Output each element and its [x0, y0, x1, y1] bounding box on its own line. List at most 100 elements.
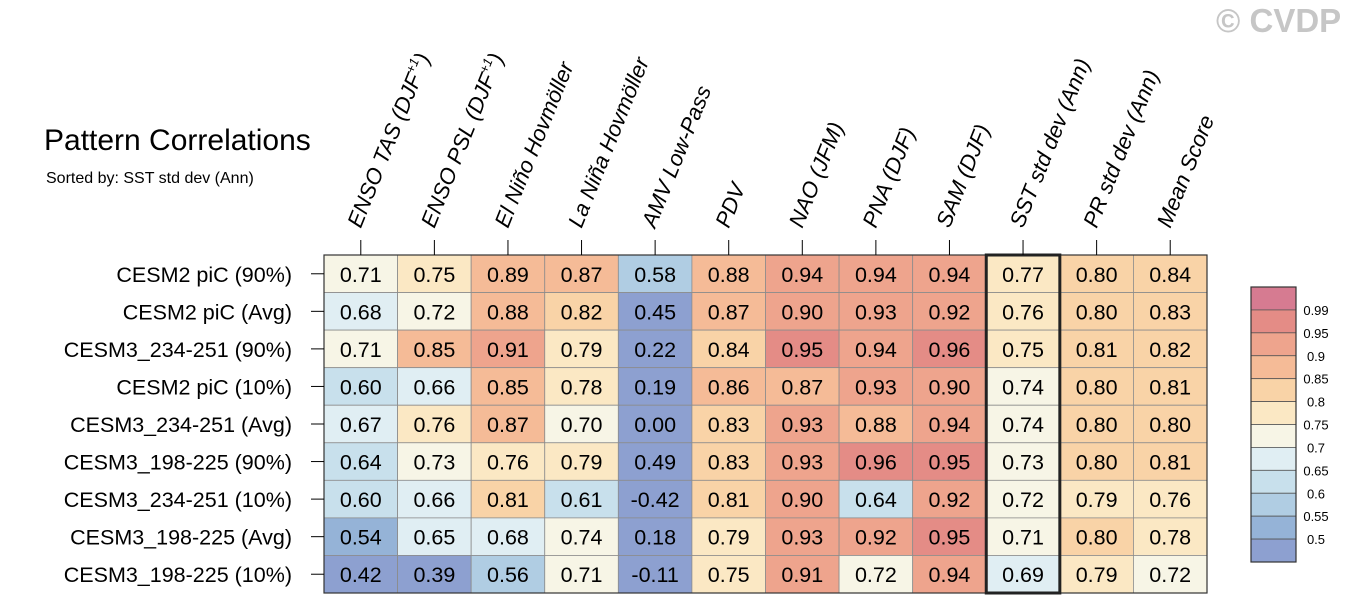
heatmap-cell [691, 555, 766, 594]
heatmap-cell [617, 479, 693, 519]
colorbar-bin [1250, 309, 1297, 334]
cell-value: 0.49 [634, 451, 676, 475]
row-label: CESM3_198-225 (Avg) [70, 526, 292, 550]
cell-value: 0.83 [1149, 300, 1191, 324]
cell-value: 0.83 [708, 413, 750, 437]
cell-value: 0.72 [1002, 488, 1044, 512]
cell-value: 0.84 [1149, 263, 1191, 287]
cell-value: 0.69 [1002, 563, 1044, 587]
heatmap-cell [912, 442, 987, 481]
cell-value: 0.94 [929, 413, 971, 437]
heatmap-cell [544, 479, 619, 519]
heatmap-cell [323, 442, 398, 481]
cell-value: 0.76 [413, 413, 455, 437]
heatmap-cell [544, 404, 619, 444]
cell-value: 0.87 [781, 375, 823, 399]
cell-value: 0.78 [561, 375, 603, 399]
cell-value: 0.80 [1076, 451, 1118, 475]
cell-value: 0.79 [1076, 563, 1118, 587]
cell-value: 0.72 [855, 563, 897, 587]
row-label: CESM3_198-225 (10%) [64, 563, 292, 587]
column-label: Mean Score [1152, 112, 1220, 231]
heatmap-cell [617, 555, 693, 594]
colorbar-label: 0.55 [1303, 509, 1328, 524]
heatmap-cell [985, 404, 1061, 444]
cell-value: 0.81 [1076, 338, 1118, 362]
colorbar-bin [1250, 355, 1297, 380]
heatmap-cell [470, 555, 546, 594]
heatmap-cell [544, 555, 619, 594]
colorbar-bin [1250, 492, 1297, 517]
cell-value: 0.92 [929, 300, 971, 324]
column-label: El Niño Hovmöller [489, 57, 579, 231]
heatmap-cell [691, 404, 766, 444]
cell-value: 0.94 [855, 263, 897, 287]
cell-value: 0.80 [1076, 375, 1118, 399]
heatmap-cell [838, 517, 914, 556]
colorbar-label: 0.75 [1303, 418, 1328, 433]
cell-value: 0.94 [855, 338, 897, 362]
cell-value: 0.76 [487, 451, 529, 475]
cell-value: 0.80 [1149, 413, 1191, 437]
heatmap-cell [765, 367, 840, 406]
cell-value: 0.83 [708, 451, 750, 475]
cell-value: 0.64 [855, 488, 897, 512]
cell-value: 0.45 [634, 300, 676, 324]
colorbar-bin [1250, 378, 1297, 402]
column-label: PDV [710, 177, 751, 230]
cell-value: 0.95 [781, 338, 823, 362]
column-label: PR std dev (Ann) [1078, 66, 1164, 231]
heatmap-cell [1133, 517, 1208, 556]
cell-value: 0.60 [340, 375, 382, 399]
cell-value: 0.75 [708, 563, 750, 587]
cell-value: -0.11 [631, 563, 678, 587]
row-label: CESM3_198-225 (90%) [64, 451, 292, 475]
colorbar-label: 0.8 [1307, 395, 1325, 410]
colorbar-label: 0.99 [1303, 303, 1328, 318]
cell-value: 0.93 [781, 413, 823, 437]
cell-value: 0.71 [561, 563, 603, 587]
heatmap-cell [838, 555, 914, 594]
heatmap-cell [1059, 404, 1134, 444]
cell-value: -0.42 [631, 488, 680, 512]
colorbar-label: 0.6 [1307, 486, 1325, 501]
cell-value: 0.80 [1076, 263, 1118, 287]
heatmap-cell [617, 292, 693, 331]
cell-value: 0.76 [1002, 300, 1044, 324]
heatmap-cell [1059, 555, 1134, 594]
cell-value: 0.90 [781, 488, 823, 512]
heatmap-cell [1133, 404, 1208, 444]
cell-value: 0.95 [929, 451, 971, 475]
cell-value: 0.88 [487, 300, 529, 324]
heatmap-cell [985, 555, 1061, 594]
cell-value: 0.90 [929, 375, 971, 399]
column-label: ENSO PSL (DJF+1) [415, 49, 509, 231]
cell-value: 0.67 [340, 413, 382, 437]
column-label: SST std dev (Ann) [1004, 55, 1095, 231]
cell-value: 0.88 [708, 263, 750, 287]
cell-value: 0.92 [855, 526, 897, 550]
heatmap-cell [617, 442, 693, 481]
heatmap-cell [691, 442, 766, 481]
cell-value: 0.81 [1149, 375, 1191, 399]
cell-value: 0.66 [413, 488, 455, 512]
colorbar-label: 0.65 [1303, 463, 1328, 478]
cell-value: 0.79 [561, 451, 603, 475]
colorbar-label: 0.95 [1303, 326, 1328, 341]
cell-value: 0.82 [1149, 338, 1191, 362]
colorbar-label: 0.9 [1307, 349, 1325, 364]
heatmap-cell [617, 367, 693, 406]
cell-value: 0.61 [561, 488, 603, 512]
cell-value: 0.81 [708, 488, 750, 512]
cell-value: 0.79 [708, 526, 750, 550]
cell-value: 0.54 [340, 526, 382, 550]
cell-value: 0.81 [1149, 451, 1191, 475]
heatmap-cell [1059, 479, 1134, 519]
row-label: CESM3_234-251 (Avg) [70, 413, 292, 437]
cell-value: 0.80 [1076, 413, 1118, 437]
column-label: AMV Low-Pass [636, 82, 716, 233]
heatmap-cell [912, 479, 987, 519]
cell-value: 0.93 [855, 375, 897, 399]
cvdp-watermark: © CVDP [1216, 2, 1342, 39]
